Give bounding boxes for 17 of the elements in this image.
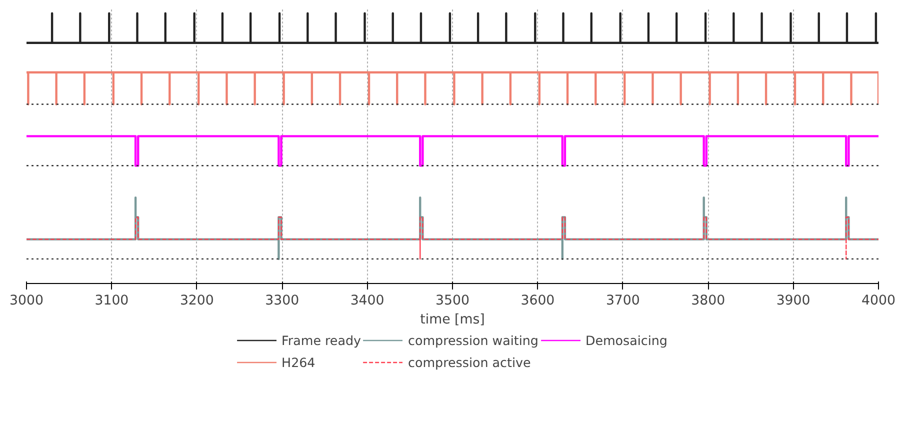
legend-label: compression active <box>408 354 531 370</box>
x-tick-label: 3500 <box>436 294 470 308</box>
x-tick-label: 3600 <box>520 294 555 308</box>
x-tick-label: 3200 <box>180 294 214 308</box>
x-tick-label: 3700 <box>606 294 640 308</box>
x-axis-title: time [ms] <box>420 312 485 328</box>
x-tick-label: 3400 <box>350 294 384 308</box>
legend-label: Frame ready <box>282 332 362 348</box>
x-tick-label: 3100 <box>94 294 129 308</box>
x-tick-label: 4000 <box>862 294 896 308</box>
x-tick-label: 3300 <box>265 294 300 308</box>
legend-label: H264 <box>282 354 316 370</box>
legend-label: Demosaicing <box>585 332 668 348</box>
x-tick-label: 3000 <box>10 294 44 308</box>
legend-label: compression waiting <box>408 332 538 348</box>
x-tick-label: 3900 <box>776 294 810 308</box>
x-tick-label: 3800 <box>691 294 726 308</box>
